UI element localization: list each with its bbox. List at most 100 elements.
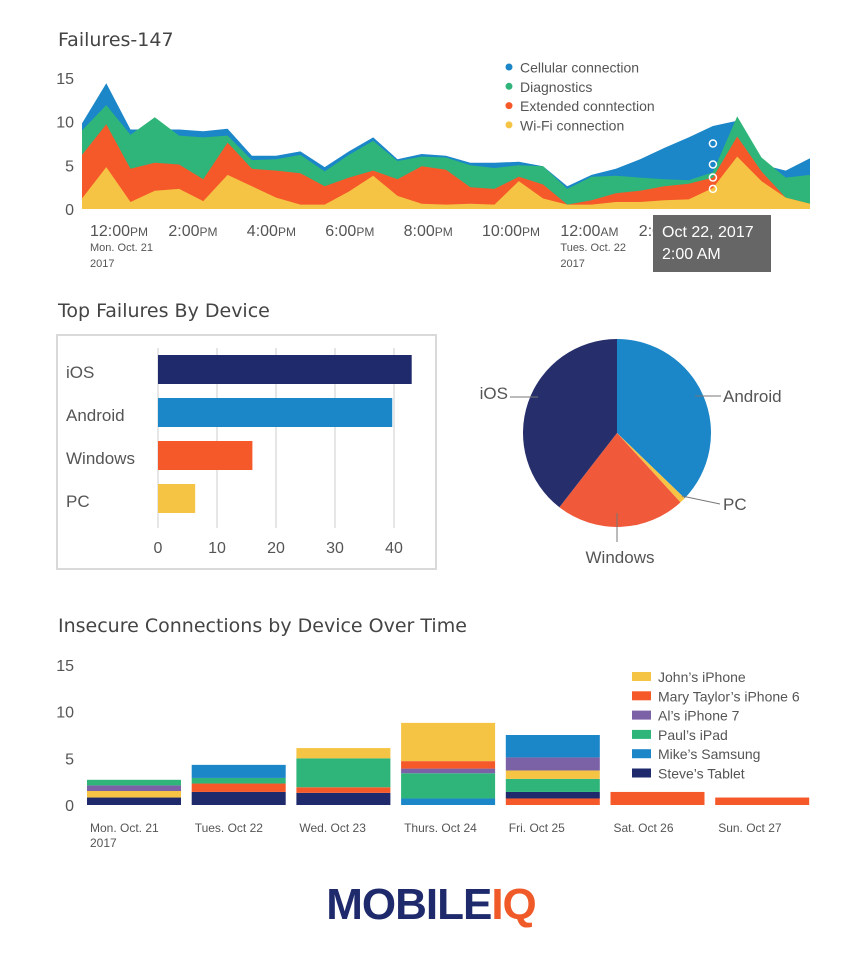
device-bar-chart-frame: [56, 334, 437, 570]
stack-segment: [715, 797, 810, 805]
legend-swatch: [632, 729, 651, 739]
bar-label: Windows: [66, 449, 135, 468]
stack-segment: [296, 748, 391, 759]
y-tick-label: 0: [65, 798, 74, 815]
x-tick-label: 10:00PM: [482, 223, 540, 240]
legend-label: Paul’s iPad: [658, 727, 728, 743]
top-failures-pie-chart: Android PC Windows iOS: [480, 339, 782, 567]
tooltip-date: Oct 22, 2017: [662, 224, 754, 241]
legend-label: Cellular connection: [520, 60, 639, 76]
pie-slice-ios: [522, 339, 617, 508]
hover-marker: [708, 160, 718, 169]
bar-windows: [158, 441, 253, 470]
stack-segment: [87, 797, 181, 805]
legend-dot: [505, 121, 513, 129]
stack-segment: [610, 791, 705, 805]
area-series-extended: [82, 124, 810, 209]
x-tick-label: 10: [208, 540, 226, 557]
failures-title: Failures-147: [58, 29, 174, 51]
stack-segment: [296, 787, 391, 793]
y-tick-label: 5: [65, 158, 74, 175]
x-tick-label: 12:00PM: [90, 223, 148, 240]
x-tick-label: 12:00AM: [560, 223, 618, 240]
x-tick-sublabel: Tues. Oct. 22: [560, 242, 626, 254]
stack-segment: [191, 783, 286, 792]
stack-segment: [505, 778, 600, 792]
bar-ios: [158, 355, 412, 384]
stack-segment: [505, 770, 600, 779]
bar-label: Android: [66, 406, 125, 425]
insecure-connections-title: Insecure Connections by Device Over Time: [58, 615, 467, 637]
legend-dot: [505, 63, 513, 71]
bar-label: PC: [66, 492, 90, 511]
stack-segment: [401, 798, 496, 805]
pie-label: Windows: [586, 548, 655, 567]
legend-swatch: [632, 749, 651, 759]
x-tick-label: Sat. Oct 26: [614, 821, 674, 835]
legend-label: Extended conntection: [520, 98, 655, 114]
x-tick-label: Tues. Oct 22: [195, 821, 264, 835]
bar-android: [158, 398, 393, 427]
pie-label: PC: [723, 495, 747, 514]
legend-dot: [505, 82, 513, 90]
x-tick-label: 4:00PM: [247, 223, 296, 240]
stack-segment: [401, 722, 496, 762]
legend-label: Mary Taylor’s iPhone 6: [658, 688, 800, 704]
x-tick-label: Thurs. Oct 24: [404, 821, 477, 835]
x-tick-sublabel: Mon. Oct. 21: [90, 242, 153, 254]
legend-swatch: [632, 768, 651, 778]
legend-label: Al’s iPhone 7: [658, 708, 740, 724]
x-tick-sublabel: 2017: [90, 836, 117, 850]
stack-segment: [191, 764, 286, 778]
stack-segment: [401, 761, 496, 769]
y-tick-label: 5: [65, 751, 74, 768]
legend-label: Mike’s Samsung: [658, 746, 760, 762]
pie-slice-android: [617, 339, 711, 499]
x-tick-label: 20: [267, 540, 285, 557]
top-failures-bar-chart: 0 10 20 30 40 iOS Android Windows PC: [66, 348, 412, 557]
pie-slice-windows: [559, 433, 681, 527]
x-tick-label: 8:00PM: [404, 223, 453, 240]
legend-swatch: [632, 691, 651, 701]
stack-segment: [401, 773, 496, 799]
x-tick-label: 2:00PM: [168, 223, 217, 240]
y-tick-label: 0: [65, 202, 74, 219]
legend-label: Diagnostics: [520, 79, 592, 95]
stack-segment: [401, 768, 496, 774]
y-tick-label: 10: [56, 705, 74, 722]
stack-segment: [296, 758, 391, 788]
y-tick-label: 10: [56, 115, 74, 132]
stack-segment: [87, 785, 181, 791]
bar-label: iOS: [66, 363, 94, 382]
x-tick-label: Fri. Oct 25: [509, 821, 565, 835]
x-tick-label: 6:00PM: [325, 223, 374, 240]
stack-segment: [87, 779, 181, 786]
x-tick-sublabel: 2017: [560, 258, 584, 270]
mobile-iq-logo: MOBILEIQ: [326, 880, 537, 929]
y-tick-label: 15: [56, 71, 74, 88]
x-tick-sublabel: 2017: [90, 258, 114, 270]
x-tick-label: 40: [385, 540, 403, 557]
pie-slice-pc: [617, 433, 685, 503]
x-tick-label: Mon. Oct. 21: [90, 821, 159, 835]
hover-marker: [708, 173, 718, 182]
hover-marker: [708, 184, 718, 194]
stack-segment: [191, 777, 286, 784]
legend-dot: [505, 102, 513, 110]
stack-segment: [505, 735, 600, 758]
area-series-wifi: [82, 156, 810, 209]
legend-swatch: [632, 672, 651, 681]
y-tick-label: 15: [56, 658, 74, 675]
pie-leader-line: [681, 495, 721, 505]
failures-area-chart: 0 5 10 15 12:00PM Mon. Oct. 21 2017 2:00PM 4:00P…: [56, 60, 810, 272]
x-tick-label: 30: [326, 540, 344, 557]
stack-segment: [87, 791, 181, 798]
pie-label: iOS: [480, 384, 508, 403]
legend-label: Steve’s Tablet: [658, 766, 745, 782]
legend-swatch: [632, 710, 651, 720]
tooltip-time: 2:00 AM: [662, 246, 721, 263]
bar-pc: [158, 484, 196, 513]
stack-segment: [505, 791, 600, 799]
x-tick-label: Sun. Oct 27: [718, 821, 782, 835]
